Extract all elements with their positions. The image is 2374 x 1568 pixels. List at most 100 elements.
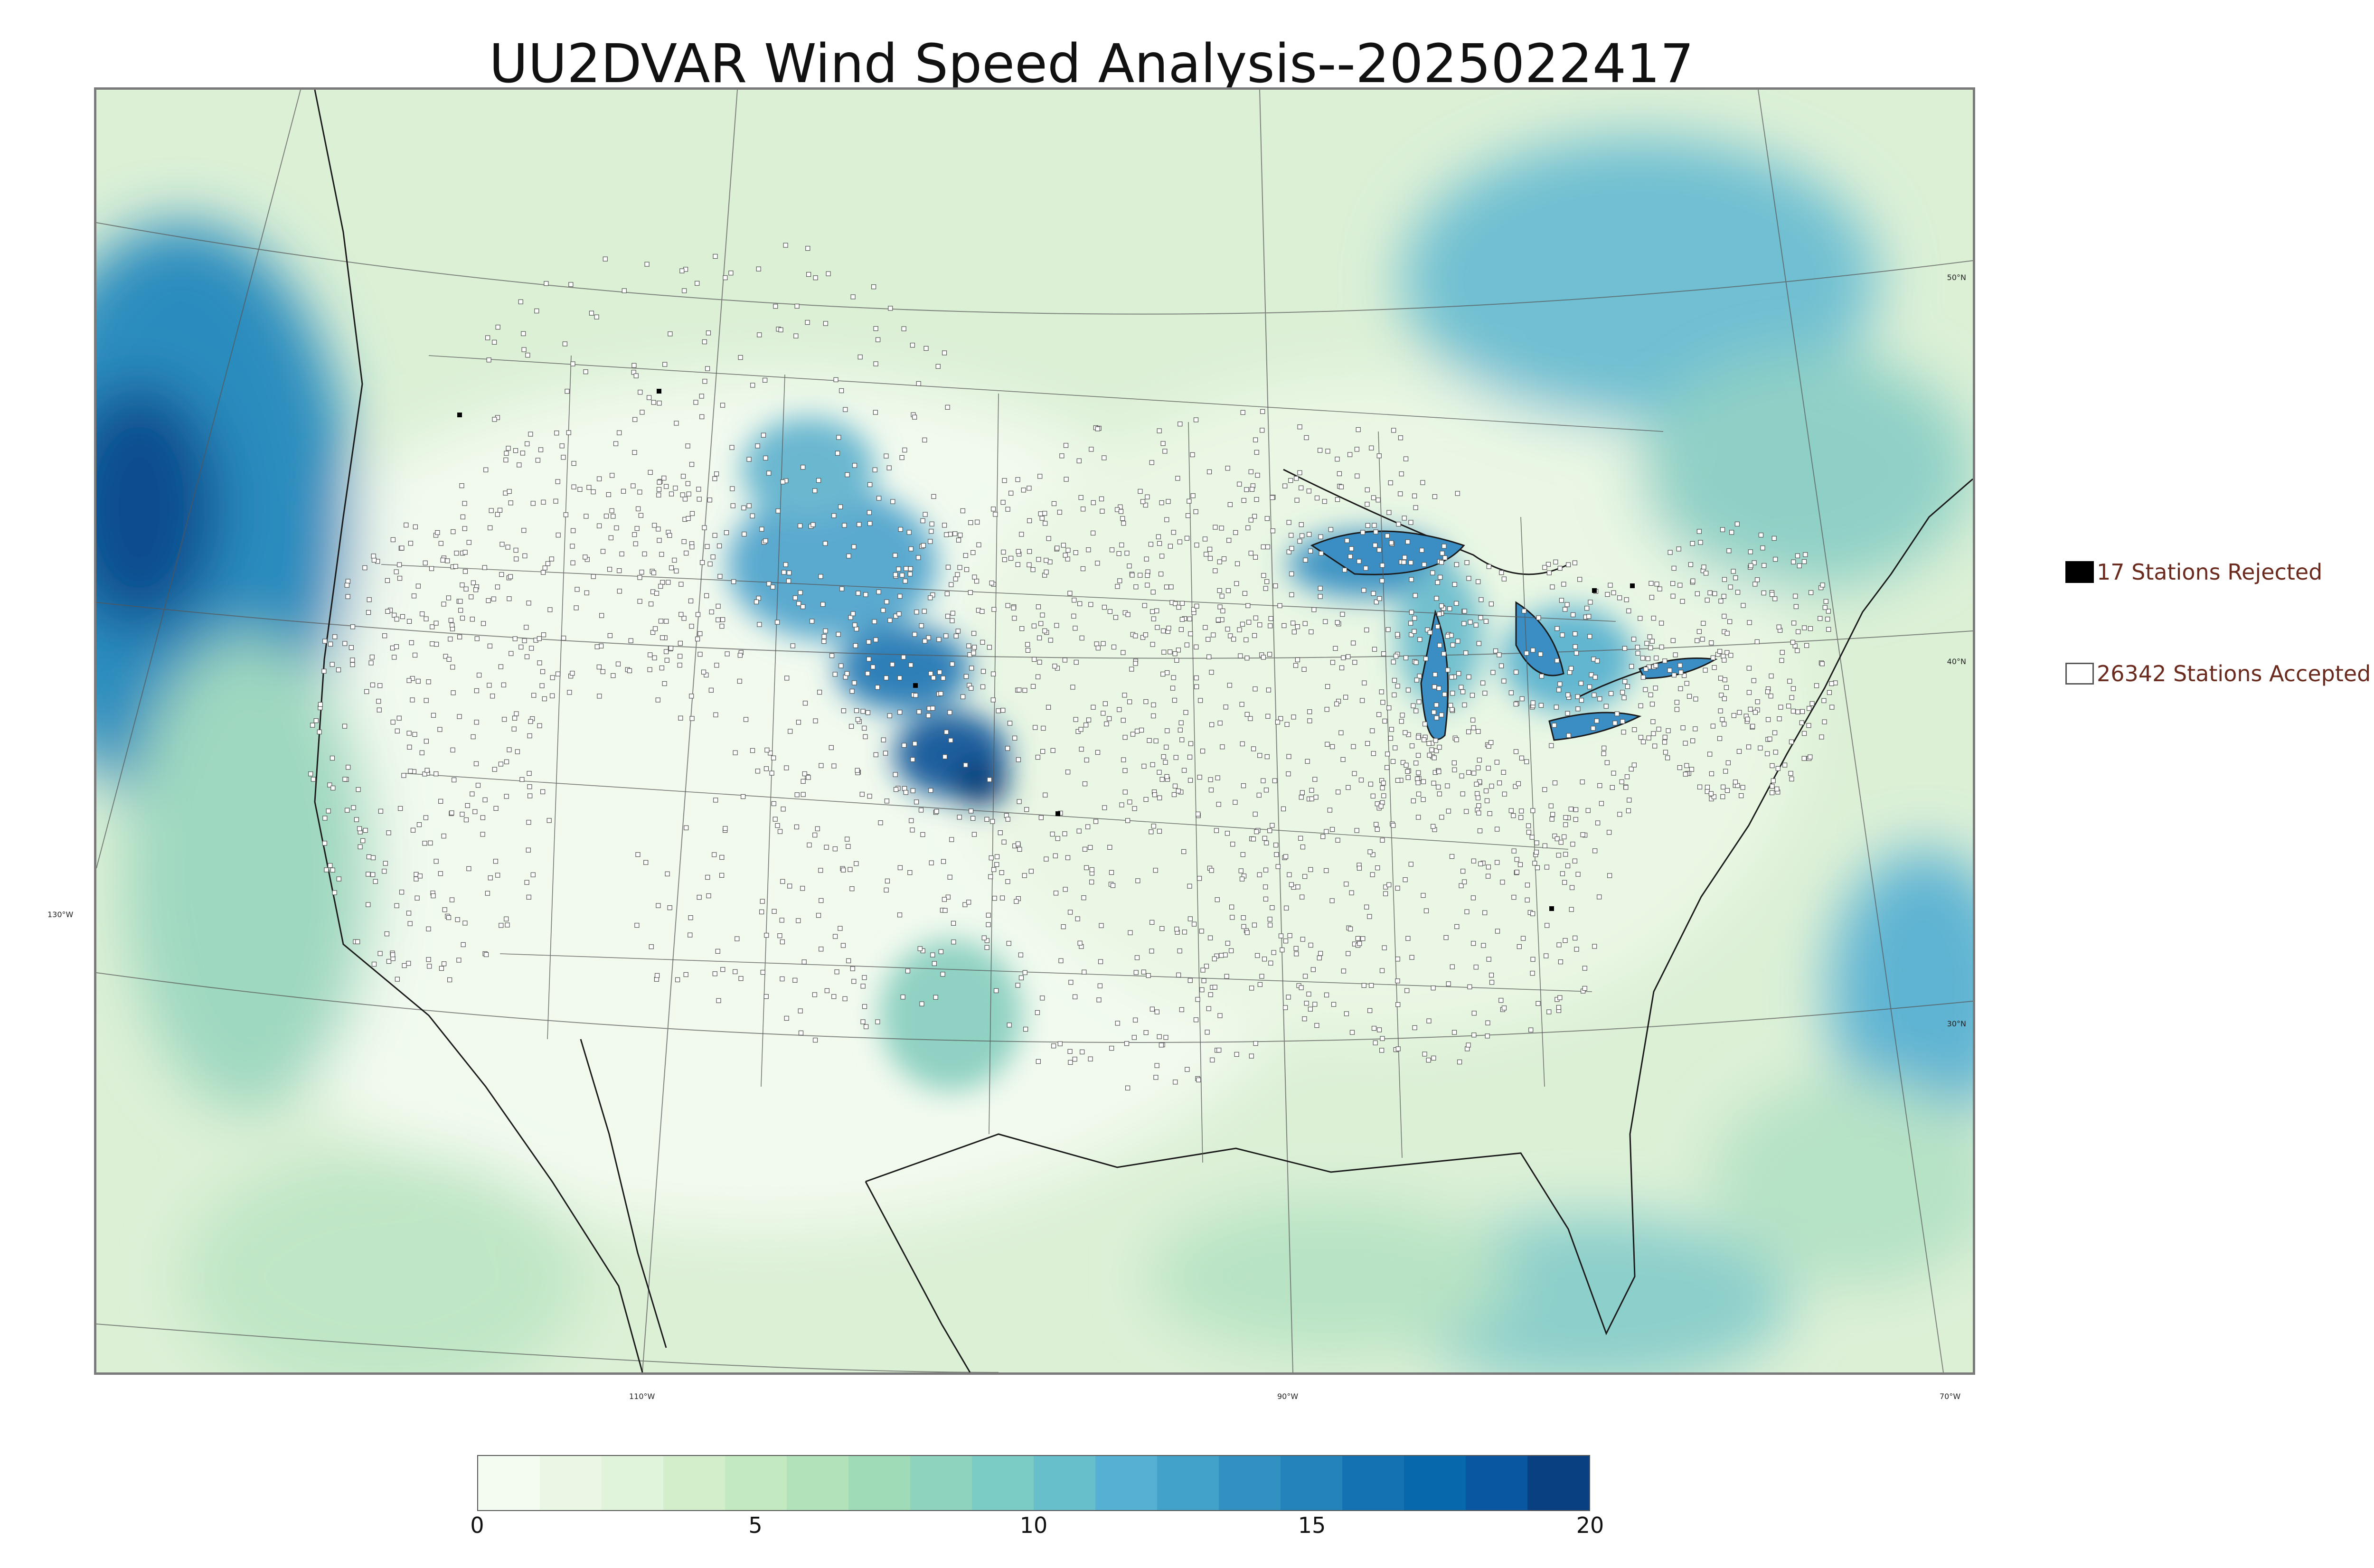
accepted-station-marker (684, 825, 689, 830)
accepted-station-marker (1588, 600, 1593, 605)
accepted-station-marker (674, 568, 679, 573)
accepted-station-marker (1267, 917, 1272, 922)
accepted-station-marker (1587, 634, 1592, 639)
accepted-station-marker (1403, 877, 1408, 883)
accepted-station-marker (1153, 868, 1158, 873)
colorbar-segment (1281, 1456, 1342, 1510)
accepted-station-marker (1027, 549, 1032, 554)
accepted-station-marker (1385, 751, 1390, 757)
accepted-station-marker (622, 288, 627, 293)
accepted-station-marker (1731, 569, 1736, 574)
accepted-station-marker (527, 770, 532, 776)
accepted-station-marker (549, 556, 554, 562)
accepted-station-marker (474, 636, 480, 641)
accepted-station-marker (377, 683, 383, 688)
accepted-station-marker (1061, 543, 1066, 548)
accepted-station-marker (1172, 697, 1177, 703)
accepted-station-marker (547, 607, 553, 612)
accepted-station-marker (1404, 988, 1410, 993)
accepted-station-marker (908, 546, 914, 552)
accepted-station-marker (495, 325, 500, 330)
accepted-station-marker (561, 455, 566, 460)
accepted-station-marker (445, 558, 450, 563)
accepted-station-marker (984, 938, 990, 943)
accepted-station-marker (1486, 957, 1491, 962)
accepted-station-marker (499, 923, 504, 928)
accepted-station-marker (1592, 692, 1597, 698)
accepted-station-marker (1608, 582, 1613, 588)
accepted-station-marker (1621, 729, 1626, 735)
accepted-station-marker (1427, 752, 1432, 758)
accepted-station-marker (1569, 907, 1574, 912)
figure-title: UU2DVAR Wind Speed Analysis--2025022417 (489, 33, 1694, 95)
accepted-station-marker (395, 976, 400, 982)
accepted-station-marker (1040, 612, 1045, 618)
accepted-station-marker (1001, 549, 1006, 555)
accepted-station-marker (392, 655, 397, 660)
accepted-station-marker (1745, 716, 1750, 722)
accepted-station-marker (867, 482, 873, 488)
accepted-station-marker (1252, 514, 1257, 519)
accepted-station-marker (611, 514, 616, 519)
accepted-station-marker (473, 587, 479, 592)
accepted-station-marker (1624, 774, 1630, 779)
accepted-station-marker (538, 447, 544, 452)
rejected-station-marker (1630, 583, 1635, 588)
accepted-station-marker (866, 639, 871, 645)
accepted-station-marker (1656, 726, 1661, 732)
accepted-station-marker (1081, 895, 1086, 901)
accepted-station-marker (901, 655, 906, 660)
accepted-station-marker (1793, 593, 1798, 599)
accepted-station-marker (322, 816, 328, 821)
accepted-station-marker (1476, 810, 1481, 816)
accepted-station-marker (1191, 607, 1196, 612)
accepted-station-marker (1132, 806, 1137, 811)
accepted-station-marker (699, 560, 705, 565)
accepted-station-marker (1046, 704, 1051, 710)
accepted-station-marker (1131, 1035, 1137, 1040)
accepted-station-marker (512, 715, 518, 721)
accepted-station-marker (950, 610, 955, 616)
accepted-station-marker (1342, 567, 1347, 573)
accepted-station-marker (1253, 554, 1258, 560)
accepted-station-marker (485, 891, 490, 896)
accepted-station-marker (570, 361, 575, 366)
accepted-station-marker (1795, 648, 1800, 653)
accepted-station-marker (1030, 684, 1036, 689)
accepted-station-marker (1107, 609, 1112, 614)
accepted-station-marker (1662, 734, 1667, 740)
accepted-station-marker (1107, 716, 1112, 721)
accepted-station-marker (1016, 757, 1021, 762)
accepted-station-marker (480, 815, 486, 820)
accepted-station-marker (1054, 623, 1059, 628)
accepted-station-marker (949, 837, 954, 842)
accepted-station-marker (1219, 526, 1224, 531)
accepted-station-marker (330, 662, 335, 667)
colorbar-segment (602, 1456, 663, 1510)
accepted-station-marker (777, 933, 782, 939)
accepted-station-marker (738, 976, 744, 981)
accepted-station-marker (1295, 884, 1300, 890)
accepted-station-marker (1007, 1023, 1012, 1028)
accepted-station-marker (833, 377, 838, 383)
accepted-station-marker (537, 636, 542, 641)
accepted-station-marker (1488, 601, 1494, 607)
accepted-station-marker (1770, 790, 1775, 796)
accepted-station-marker (1088, 845, 1093, 850)
accepted-station-marker (1431, 1055, 1436, 1061)
accepted-station-marker (667, 905, 672, 911)
accepted-station-marker (1601, 751, 1606, 756)
accepted-station-marker (1723, 769, 1728, 774)
accepted-station-marker (1252, 633, 1257, 638)
accepted-station-marker (821, 634, 827, 639)
accepted-station-marker (710, 554, 716, 560)
accepted-station-marker (1775, 766, 1780, 771)
accepted-station-marker (493, 806, 499, 811)
accepted-station-marker (1409, 577, 1414, 582)
accepted-station-marker (1141, 969, 1146, 975)
accepted-station-marker (763, 538, 768, 544)
accepted-station-marker (1119, 802, 1124, 807)
accepted-station-marker (358, 844, 363, 849)
accepted-station-marker (1446, 808, 1451, 814)
accepted-station-marker (1413, 708, 1419, 714)
